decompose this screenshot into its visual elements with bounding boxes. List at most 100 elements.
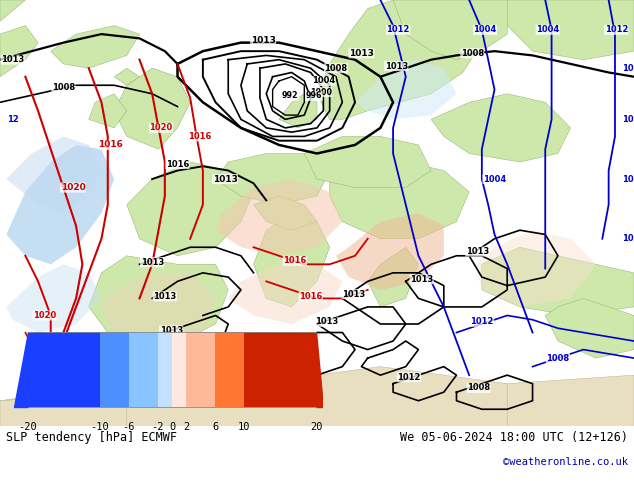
Polygon shape: [0, 25, 38, 77]
Polygon shape: [545, 298, 634, 358]
Text: 12: 12: [7, 115, 18, 124]
Polygon shape: [431, 94, 571, 162]
Polygon shape: [101, 273, 216, 349]
Text: 1013: 1013: [153, 292, 176, 301]
Text: 992: 992: [282, 92, 299, 100]
Polygon shape: [316, 332, 323, 407]
Bar: [158, 332, 172, 407]
Text: 1020: 1020: [27, 354, 49, 363]
Text: 1020: 1020: [33, 311, 56, 320]
Text: 1008: 1008: [325, 64, 347, 73]
Text: 1013: 1013: [160, 326, 183, 335]
Text: 1004: 1004: [536, 25, 559, 34]
Text: 1020: 1020: [150, 123, 172, 132]
Text: -6: -6: [122, 422, 135, 432]
Polygon shape: [336, 213, 444, 290]
Polygon shape: [127, 401, 317, 426]
Text: 20: 20: [310, 422, 322, 432]
Text: 1012: 1012: [605, 25, 628, 34]
Text: 1016: 1016: [188, 132, 211, 141]
Polygon shape: [0, 375, 634, 426]
Text: 1013: 1013: [141, 258, 164, 267]
Polygon shape: [216, 179, 342, 256]
Text: 1012: 1012: [623, 174, 634, 184]
Polygon shape: [114, 68, 190, 149]
Text: -2: -2: [152, 422, 164, 432]
Text: -10: -10: [91, 422, 110, 432]
Polygon shape: [304, 136, 431, 188]
Text: -20: -20: [18, 422, 37, 432]
Polygon shape: [6, 145, 114, 264]
Polygon shape: [0, 0, 25, 21]
Text: 1008: 1008: [52, 83, 75, 92]
Text: ©weatheronline.co.uk: ©weatheronline.co.uk: [503, 457, 628, 467]
Polygon shape: [216, 153, 330, 205]
Text: 1000: 1000: [310, 88, 332, 97]
Text: 1020: 1020: [60, 183, 86, 192]
Text: 1013: 1013: [342, 290, 365, 298]
Polygon shape: [13, 332, 28, 407]
Text: 1013: 1013: [250, 36, 276, 45]
Text: 1016: 1016: [98, 141, 124, 149]
Text: 10: 10: [238, 422, 250, 432]
Text: 1013: 1013: [274, 339, 297, 348]
Text: 1004: 1004: [312, 76, 335, 85]
Bar: [186, 332, 216, 407]
Text: 1008: 1008: [547, 354, 569, 363]
Polygon shape: [254, 213, 330, 307]
Text: 1013: 1013: [410, 275, 433, 284]
Polygon shape: [254, 196, 317, 230]
Polygon shape: [482, 247, 634, 316]
Text: 1004: 1004: [474, 25, 496, 34]
Polygon shape: [279, 94, 317, 128]
Polygon shape: [127, 162, 254, 256]
Polygon shape: [228, 264, 342, 324]
Polygon shape: [393, 0, 507, 60]
Text: 1013: 1013: [212, 174, 238, 184]
Polygon shape: [0, 392, 127, 426]
Polygon shape: [476, 230, 596, 307]
Bar: [100, 332, 129, 407]
Text: 1012: 1012: [387, 25, 410, 34]
Text: 1013: 1013: [1, 55, 24, 64]
Text: 1013: 1013: [349, 49, 374, 58]
Text: 1004: 1004: [483, 174, 506, 184]
Polygon shape: [6, 264, 101, 333]
Polygon shape: [127, 367, 507, 426]
Text: 1012: 1012: [470, 318, 493, 326]
Text: 2: 2: [183, 422, 190, 432]
Text: 1008: 1008: [467, 384, 490, 392]
Polygon shape: [51, 25, 139, 68]
Text: 1008: 1008: [623, 115, 634, 124]
Polygon shape: [368, 247, 418, 307]
Text: 1012: 1012: [623, 64, 634, 73]
Bar: [28, 332, 100, 407]
Text: 1016: 1016: [299, 292, 322, 301]
Polygon shape: [507, 0, 634, 60]
Polygon shape: [89, 94, 127, 128]
Polygon shape: [6, 136, 101, 213]
Text: 1016: 1016: [283, 256, 306, 266]
Polygon shape: [317, 384, 634, 426]
Text: 1013: 1013: [315, 318, 338, 326]
Bar: [129, 332, 158, 407]
Bar: [172, 332, 186, 407]
Text: 1008: 1008: [623, 234, 634, 243]
Text: 1013: 1013: [385, 62, 408, 71]
Text: 1008: 1008: [461, 49, 484, 58]
Polygon shape: [330, 162, 469, 239]
Text: 1016: 1016: [166, 160, 189, 169]
Text: 1008: 1008: [188, 360, 211, 369]
Text: 0: 0: [169, 422, 175, 432]
Bar: [244, 332, 316, 407]
Polygon shape: [355, 60, 456, 120]
Text: SLP tendency [hPa] ECMWF: SLP tendency [hPa] ECMWF: [6, 431, 178, 444]
Text: 996: 996: [306, 92, 322, 100]
Text: We 05-06-2024 18:00 UTC (12+126): We 05-06-2024 18:00 UTC (12+126): [399, 431, 628, 444]
Text: 1013: 1013: [466, 247, 489, 256]
Polygon shape: [317, 0, 482, 120]
Polygon shape: [114, 68, 139, 85]
Bar: [216, 332, 244, 407]
Text: 1012: 1012: [398, 373, 420, 382]
Text: 6: 6: [212, 422, 218, 432]
